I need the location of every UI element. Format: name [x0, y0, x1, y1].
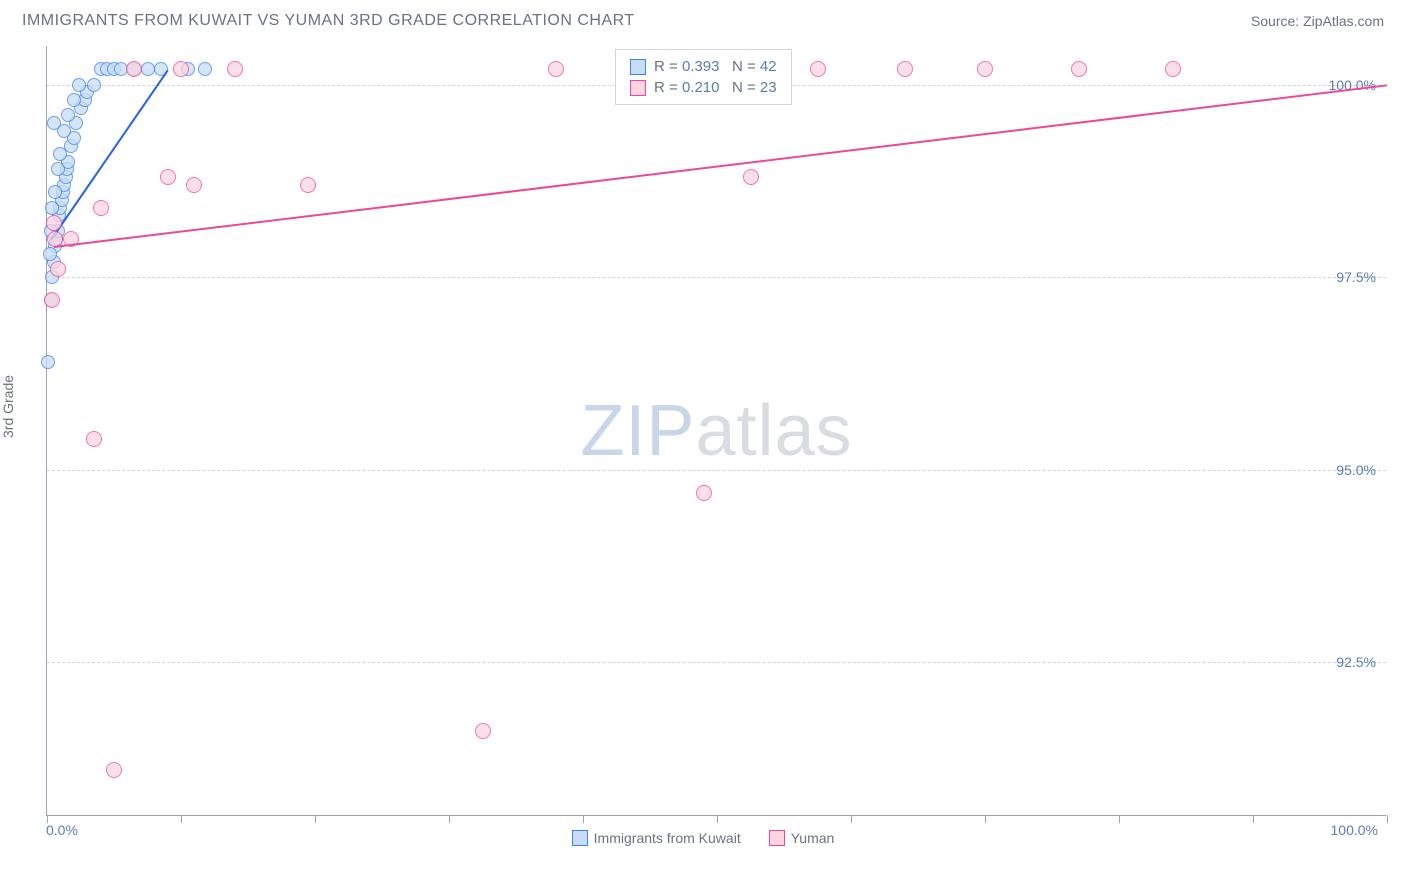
data-point [810, 61, 826, 77]
data-point [93, 200, 109, 216]
legend-label: Yuman [791, 830, 835, 846]
gridline [47, 470, 1386, 471]
stats-row: R = 0.210 N = 23 [630, 77, 777, 98]
y-tick-label: 92.5% [1336, 654, 1376, 670]
chart-title: IMMIGRANTS FROM KUWAIT VS YUMAN 3RD GRAD… [22, 12, 635, 30]
data-point [160, 169, 176, 185]
data-point [977, 61, 993, 77]
stats-text: R = 0.210 N = 23 [654, 79, 777, 96]
legend-bottom: Immigrants from Kuwait Yuman [0, 830, 1406, 846]
data-point [44, 292, 60, 308]
watermark-zip: ZIP [580, 391, 695, 471]
stats-row: R = 0.393 N = 42 [630, 56, 777, 77]
chart-container: ZIPatlas 92.5%95.0%97.5%100.0% R = 0.393… [46, 46, 1386, 816]
data-point [141, 62, 155, 76]
data-point [45, 201, 59, 215]
data-point [897, 61, 913, 77]
data-point [61, 108, 75, 122]
legend-item: Immigrants from Kuwait [572, 830, 741, 846]
y-tick-label: 97.5% [1336, 269, 1376, 285]
source-label: Source: ZipAtlas.com [1251, 13, 1384, 29]
stats-text: R = 0.393 N = 42 [654, 58, 777, 75]
data-point [1165, 61, 1181, 77]
x-tick [1387, 815, 1388, 823]
legend-label: Immigrants from Kuwait [594, 830, 741, 846]
watermark-atlas: atlas [695, 391, 852, 471]
data-point [46, 215, 62, 231]
data-point [126, 61, 142, 77]
data-point [475, 723, 491, 739]
data-point [87, 78, 101, 92]
data-point [1071, 61, 1087, 77]
data-point [743, 169, 759, 185]
watermark: ZIPatlas [580, 390, 852, 472]
data-point [51, 162, 65, 176]
data-point [86, 431, 102, 447]
legend-swatch [769, 830, 785, 846]
data-point [41, 355, 55, 369]
legend-swatch [630, 59, 646, 75]
data-point [48, 185, 62, 199]
data-point [43, 247, 57, 261]
data-point [106, 762, 122, 778]
plot-area: ZIPatlas 92.5%95.0%97.5%100.0% R = 0.393… [46, 46, 1386, 816]
trend-line [54, 84, 1388, 248]
data-point [67, 93, 81, 107]
y-axis-title: 3rd Grade [0, 375, 16, 438]
data-point [173, 61, 189, 77]
data-point [50, 261, 66, 277]
data-point [300, 177, 316, 193]
legend-item: Yuman [769, 830, 835, 846]
data-point [53, 147, 67, 161]
data-point [198, 62, 212, 76]
data-point [186, 177, 202, 193]
y-tick-label: 95.0% [1336, 462, 1376, 478]
data-point [696, 485, 712, 501]
data-point [227, 61, 243, 77]
data-point [47, 116, 61, 130]
gridline [47, 662, 1386, 663]
data-point [548, 61, 564, 77]
gridline [47, 277, 1386, 278]
stats-box: R = 0.393 N = 42 R = 0.210 N = 23 [615, 49, 792, 105]
legend-swatch [630, 80, 646, 96]
legend-swatch [572, 830, 588, 846]
data-point [72, 78, 86, 92]
